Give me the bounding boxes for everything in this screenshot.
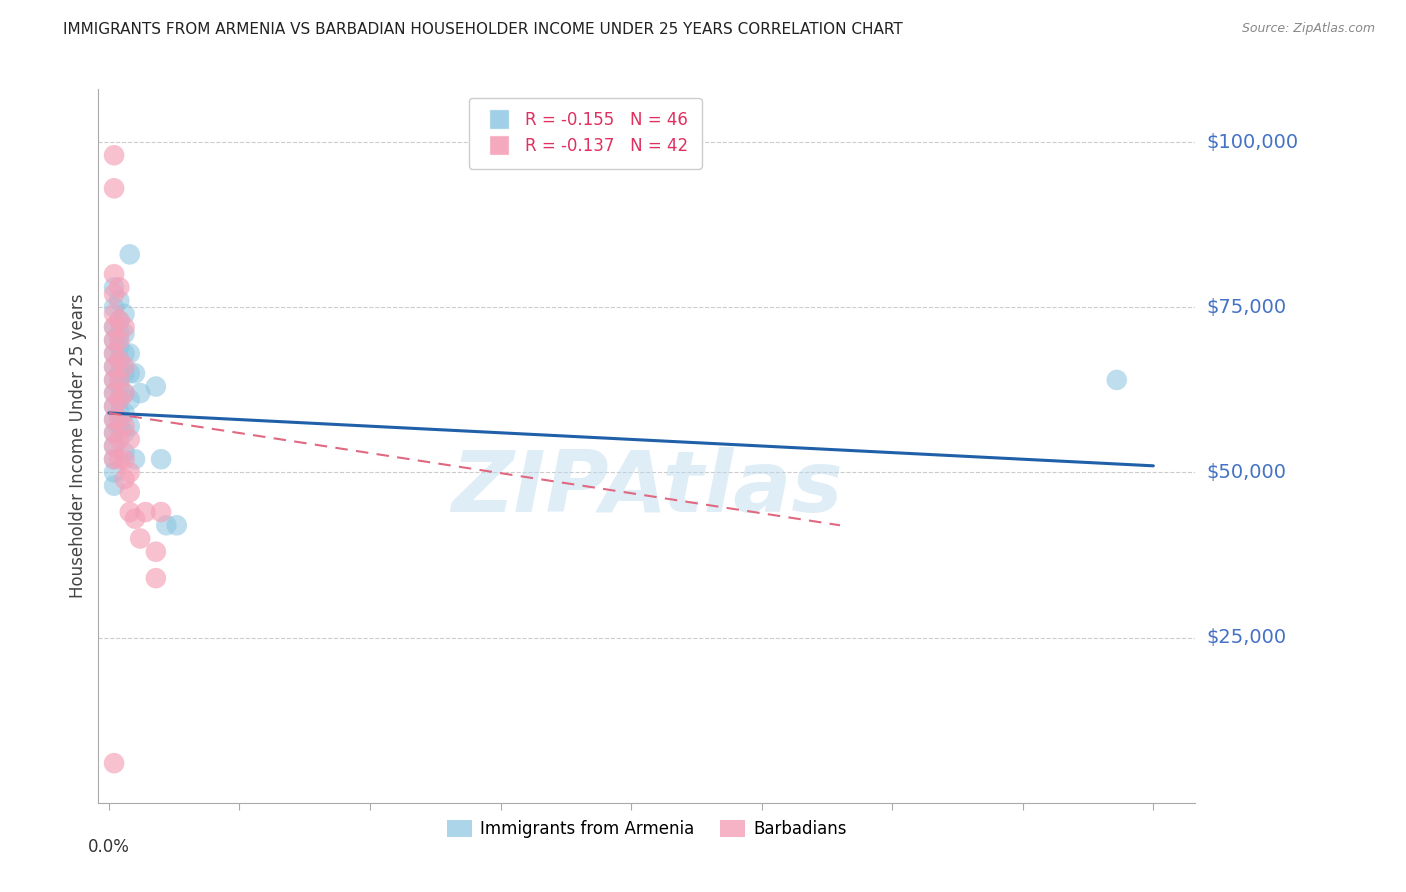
Point [108,392,131,407]
Point [108,326,131,341]
Point [108,452,131,467]
Point [103,333,125,347]
Point [114,452,136,467]
Point [145,571,167,585]
Point [114,346,136,360]
Point [103,346,125,360]
Point [103,400,125,414]
Point [103,466,125,480]
Point [103,148,125,162]
Point [114,472,136,486]
Point [103,412,125,426]
Point [124,511,146,525]
Point [108,353,131,368]
Point [103,756,125,771]
Point [114,307,136,321]
Point [103,439,125,453]
Point [108,412,131,426]
Point [103,452,125,467]
Point [124,452,146,467]
Point [108,392,131,407]
Point [145,379,167,393]
Point [114,386,136,401]
Point [103,425,125,440]
Point [108,313,131,327]
Point [114,326,136,341]
Point [103,425,125,440]
Text: IMMIGRANTS FROM ARMENIA VS BARBADIAN HOUSEHOLDER INCOME UNDER 25 YEARS CORRELATI: IMMIGRANTS FROM ARMENIA VS BARBADIAN HOU… [63,22,903,37]
Point [129,386,152,401]
Point [108,406,131,420]
Point [103,412,125,426]
Point [103,300,125,314]
Point [118,505,141,519]
Point [114,425,136,440]
Point [118,466,141,480]
Point [108,379,131,393]
Point [114,445,136,459]
Point [118,485,141,500]
Point [108,419,131,434]
Point [118,419,141,434]
Point [134,505,156,519]
Point [145,545,167,559]
Point [103,267,125,281]
Point [118,346,141,360]
Point [103,307,125,321]
Point [103,333,125,347]
Text: $75,000: $75,000 [1206,298,1286,317]
Point [103,400,125,414]
Point [155,518,177,533]
Point [114,359,136,374]
Point [166,518,188,533]
Point [103,359,125,374]
Point [103,439,125,453]
Point [150,452,173,467]
Point [103,181,125,195]
Point [108,293,131,308]
Point [103,386,125,401]
Point [103,287,125,301]
Legend: Immigrants from Armenia, Barbadians: Immigrants from Armenia, Barbadians [440,813,853,845]
Point [118,247,141,261]
Text: 0.0%: 0.0% [89,838,129,856]
Point [118,433,141,447]
Point [108,353,131,368]
Point [103,386,125,401]
Point [108,313,131,327]
Point [1105,373,1128,387]
Point [103,280,125,294]
Point [103,359,125,374]
Point [103,373,125,387]
Point [103,320,125,334]
Point [103,320,125,334]
Point [114,406,136,420]
Point [103,373,125,387]
Point [108,280,131,294]
Y-axis label: Householder Income Under 25 years: Householder Income Under 25 years [69,293,87,599]
Point [108,340,131,354]
Point [108,373,131,387]
Point [114,419,136,434]
Text: $50,000: $50,000 [1206,463,1286,482]
Text: $100,000: $100,000 [1206,133,1298,152]
Point [124,367,146,381]
Point [103,478,125,492]
Point [103,346,125,360]
Point [103,452,125,467]
Point [118,392,141,407]
Point [118,367,141,381]
Point [129,532,152,546]
Point [114,386,136,401]
Text: ZIPAtlas: ZIPAtlas [451,447,842,531]
Point [114,367,136,381]
Point [108,333,131,347]
Point [114,320,136,334]
Text: Source: ZipAtlas.com: Source: ZipAtlas.com [1241,22,1375,36]
Text: $25,000: $25,000 [1206,628,1286,647]
Point [108,367,131,381]
Point [108,433,131,447]
Point [150,505,173,519]
